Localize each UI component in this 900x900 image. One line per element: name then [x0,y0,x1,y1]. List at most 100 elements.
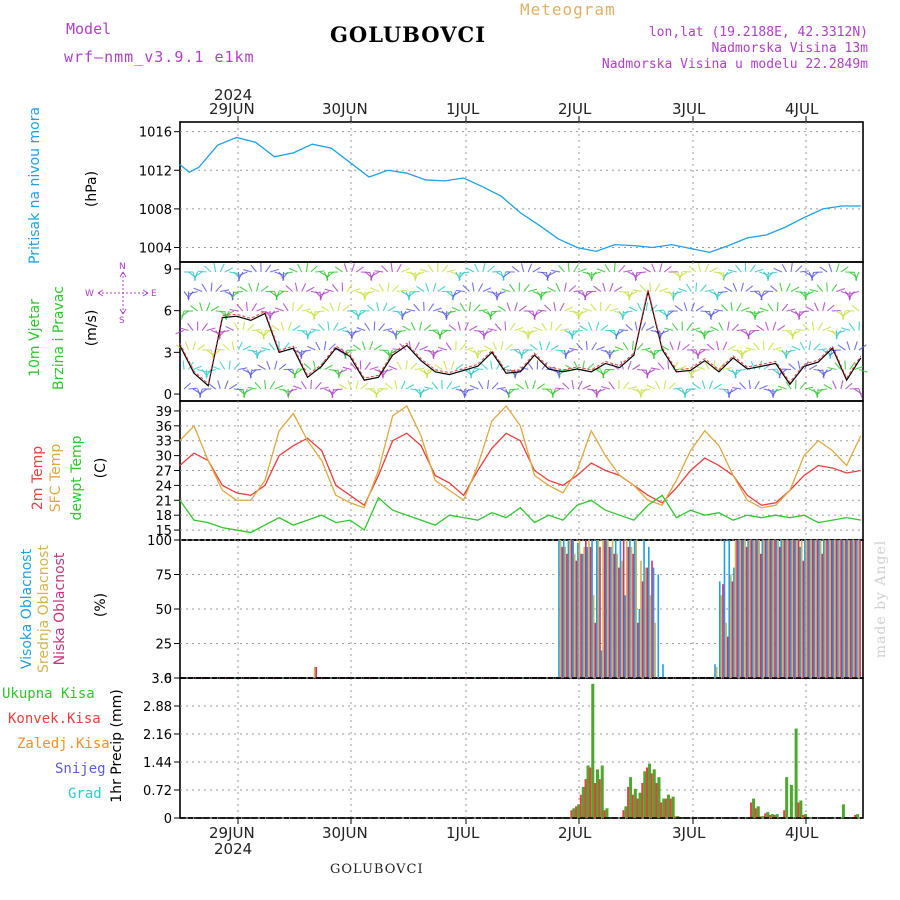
wind-barb [688,265,697,273]
compass-cross-icon [97,271,149,315]
y-tick-label: 18 [155,509,172,524]
cloud-high-bar [567,540,570,678]
precip-total-bar [671,796,675,818]
wind-barb [455,289,465,293]
wind-barb [364,322,371,331]
wind-barb [636,302,643,312]
wind-barb [622,342,629,351]
wind-barb [505,343,513,351]
wind-barb [470,369,479,375]
wind-barb [292,301,294,312]
y-tick-label: 36 [155,420,172,435]
wind-barb [314,381,322,390]
cloud-high-bar [799,546,801,678]
wind-barb [334,266,343,273]
wind-barb [822,302,826,312]
cloud-high-bar [652,567,655,678]
wind-barb [601,385,610,390]
wind-barb [740,282,744,292]
precip-total-bar [586,765,590,818]
cloud-mid-bar [767,540,770,678]
wind-barb [519,329,528,334]
wind-barb [492,310,502,313]
cloud-low-bar [764,540,767,678]
precip-total-bar [581,786,585,818]
wind-barb [329,302,334,312]
wind-barb [739,382,747,390]
wind-barb [401,310,407,320]
wind-barb [686,322,693,331]
wind-barb [455,363,464,370]
wind-barb [786,349,796,353]
cloud-high-bar [600,650,603,678]
cloud-mid-bar [758,540,760,678]
wind-barb [808,364,818,370]
wind-barb [188,387,198,390]
wind-barb [486,380,490,390]
wind-barb [730,302,733,312]
bottom-day-label: 30JUN [322,824,368,842]
wind-barb [727,369,736,374]
lonlat-label: lon,lat (19.2188E, 42.3312N) [648,25,868,40]
cloud-mid-bar [559,540,562,678]
wind-barb [310,265,318,273]
cloud-low-bar [561,546,563,678]
wind-barb [480,362,488,370]
wind-barb [713,383,722,390]
wind-barb [419,388,425,398]
wind-barb [428,303,435,312]
pressure-panel-frame [179,121,864,263]
wind-barb [695,305,704,312]
wind-barb [231,341,235,351]
wind-barb [413,303,420,312]
cloud-mid-bar [800,540,803,678]
y-tick-label: 1004 [139,242,172,257]
wind-barb [590,303,597,312]
wind-barb [478,349,488,352]
precip-conv-bar [589,767,592,818]
wind-barb [514,326,524,332]
cloud-mid-bar [654,622,656,678]
wind-barb [690,302,695,312]
wind-barb [495,291,502,300]
footer-station: GOLUBOVCI [330,862,424,877]
wind-barb [238,367,248,371]
wind-barb [439,330,448,337]
wind-barb [400,310,404,320]
wind-barb [192,341,197,351]
wind-barb [197,344,206,351]
wind-barb [735,264,742,273]
cloud-mid-bar [730,574,732,678]
cloud-low-bar [797,540,800,678]
wind-barb [558,264,565,273]
wind-barb [206,302,211,312]
wind-barb [225,310,235,316]
bottom-day-label: 4JUL [785,824,819,842]
wind-barb [406,308,416,312]
wind-barb [219,263,225,273]
cloud-high-bar [605,540,608,678]
wind-barb [496,361,502,370]
wind-barb [547,271,556,277]
cloud-high-bar [775,540,778,678]
cloud-high-bar [752,540,754,678]
wind-barb [718,290,728,294]
wind-barb [650,304,658,312]
wind-barb [637,271,647,274]
wind-barb [659,287,669,293]
precip-total-bar [756,806,760,818]
wind-barb [509,322,516,331]
precip-conv-bar [584,779,587,818]
wind-barb [482,287,492,292]
wind-barb [208,383,217,390]
precip-total-bar [624,806,628,818]
wind-barb [457,321,461,331]
wind-barb [651,263,656,273]
wind-barb [346,283,353,292]
wind-barb [545,341,551,351]
wind-barb [697,349,706,356]
wind-barb [736,368,746,372]
wind-barb [645,325,655,331]
precip-conv-bar [674,816,677,818]
cloud-low-bar [731,581,734,678]
